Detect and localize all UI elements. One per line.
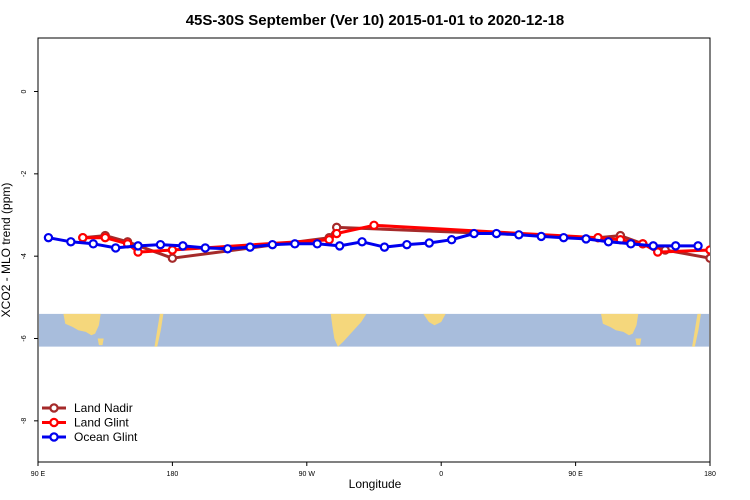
data-point (178, 241, 188, 251)
data-point (222, 244, 233, 254)
data-point (324, 235, 334, 245)
legend-marker (49, 432, 59, 442)
legend-label: Ocean Glint (74, 430, 138, 444)
data-point (491, 228, 502, 239)
series-layer (43, 220, 710, 263)
y-axis: 0 -2 -4 -6 -8 (21, 89, 38, 424)
data-point (88, 239, 98, 249)
data-point (43, 232, 54, 243)
land-mass (63, 313, 101, 336)
x-tick-label: 180 (167, 471, 179, 478)
x-tick-label: 90 W (299, 471, 316, 478)
data-point (357, 237, 367, 247)
data-point (245, 242, 255, 252)
data-point (446, 235, 457, 245)
y-tick-label: -8 (21, 418, 28, 424)
data-point (312, 239, 322, 249)
x-tick-label: 90 E (31, 471, 46, 478)
y-tick-label: -2 (21, 171, 28, 177)
data-point (155, 239, 166, 250)
x-axis-label: Longitude (349, 477, 402, 491)
data-point (469, 228, 479, 239)
data-point (536, 231, 546, 242)
legend-label: Land Glint (74, 416, 129, 430)
legend-label: Land Nadir (74, 401, 133, 415)
data-point (334, 241, 345, 251)
x-tick-label: 180 (704, 471, 716, 478)
data-point (626, 239, 636, 249)
data-point (200, 243, 210, 253)
data-point (66, 237, 76, 247)
land-mass (692, 313, 701, 347)
map-band-ocean (39, 313, 709, 347)
land-mass (635, 338, 642, 346)
data-point (653, 247, 663, 257)
data-point (693, 241, 703, 251)
data-point (402, 239, 412, 250)
legend-item: Ocean Glint (42, 430, 138, 444)
data-point (705, 245, 710, 255)
legend-item: Land Nadir (42, 401, 133, 415)
data-point (133, 241, 143, 251)
data-point (603, 237, 614, 247)
chart-title: 45S-30S September (Ver 10) 2015-01-01 to… (186, 12, 565, 29)
map-band-land (63, 313, 701, 347)
data-point (78, 232, 88, 243)
data-point (514, 230, 524, 240)
data-point (167, 245, 178, 255)
land-mass (330, 313, 367, 347)
data-point (369, 220, 379, 231)
land-mass (97, 338, 104, 346)
data-point (705, 253, 710, 263)
data-point (581, 234, 591, 244)
legend-marker (49, 417, 59, 428)
y-tick-label: -6 (21, 335, 28, 341)
land-mass (154, 313, 164, 347)
legend-marker (49, 403, 59, 413)
map-band (39, 313, 709, 347)
data-point (100, 232, 110, 243)
data-point (331, 228, 342, 239)
data-point (290, 239, 300, 249)
data-point (558, 232, 569, 243)
series (78, 220, 710, 257)
data-point (670, 241, 681, 251)
y-tick-label: -4 (21, 253, 28, 259)
data-point (424, 238, 434, 248)
x-tick-label: 90 E (568, 471, 583, 478)
data-point (648, 241, 658, 251)
data-point (267, 239, 278, 250)
land-mass (601, 313, 639, 336)
y-axis-label: XCO2 - MLO trend (ppm) (0, 183, 13, 318)
x-axis: 90 E 180 90 W 0 90 E 180 (31, 462, 716, 478)
series (43, 228, 703, 254)
y-tick-label: 0 (21, 89, 28, 93)
data-point (379, 242, 390, 252)
data-point (167, 253, 178, 263)
legend-item: Land Glint (42, 416, 129, 430)
x-tick-label: 0 (439, 471, 443, 478)
land-mass (423, 313, 446, 326)
data-point (110, 243, 121, 253)
